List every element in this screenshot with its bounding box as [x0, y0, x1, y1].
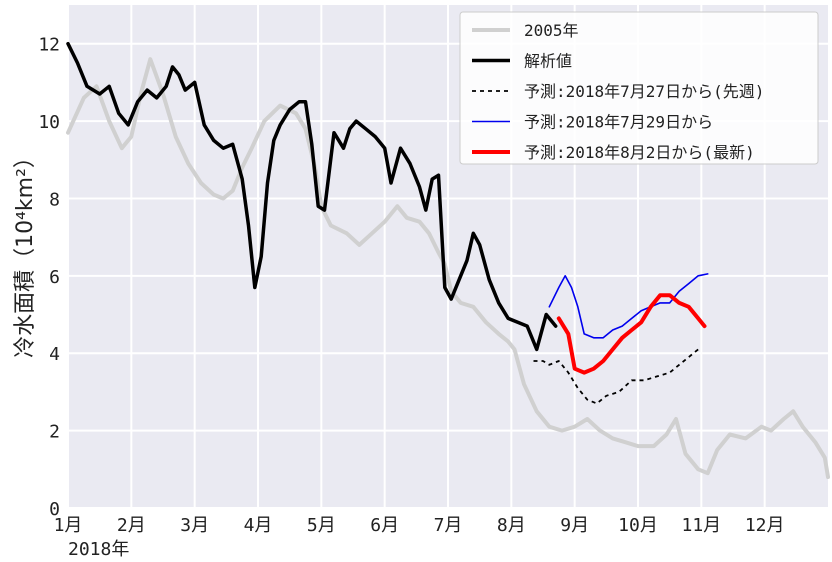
x-tick-label: 12月 [745, 515, 785, 536]
x-tick-label: 7月 [434, 515, 463, 536]
legend-label: 予測:2018年7月29日から [524, 113, 713, 132]
y-tick-label: 6 [49, 267, 60, 288]
y-tick-label: 4 [49, 344, 60, 365]
y-axis-label: 冷水面積（10⁴km²） [13, 146, 38, 358]
series-line-5 [556, 293, 707, 375]
y-tick-label: 10 [38, 112, 60, 133]
legend-box [459, 11, 819, 165]
legend-label: 2005年 [524, 21, 579, 40]
x-tick-label: 9月 [560, 515, 589, 536]
y-tick-label: 2 [49, 422, 60, 443]
x-tick-label: 2月 [117, 515, 146, 536]
legend-label: 解析値 [524, 52, 572, 71]
series-line-1 [66, 57, 830, 479]
legend-label: 予測:2018年8月2日から(最新) [524, 143, 755, 162]
x-tick-label: 11月 [681, 515, 721, 536]
x-tick-label: 3月 [180, 515, 209, 536]
y-tick-label: 8 [49, 189, 60, 210]
x-tick-label: 6月 [370, 515, 399, 536]
year-label: 2018年 [68, 539, 129, 560]
y-tick-label: 0 [49, 499, 60, 520]
y-tick-label: 12 [38, 35, 60, 56]
x-tick-label: 5月 [307, 515, 336, 536]
series-line-4 [548, 273, 709, 339]
x-tick-label: 4月 [244, 515, 273, 536]
series-line-2 [66, 41, 558, 352]
x-tick-label: 10月 [618, 515, 658, 536]
series-line-3 [533, 348, 699, 405]
legend-label: 予測:2018年7月27日から(先週) [524, 82, 764, 101]
x-tick-label: 8月 [497, 515, 526, 536]
x-tick-label: 1月 [54, 515, 83, 536]
